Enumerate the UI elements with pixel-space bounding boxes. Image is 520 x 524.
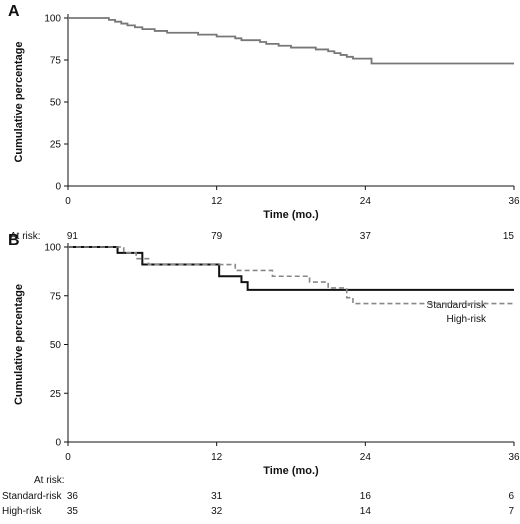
at-risk-count: 7 <box>508 506 514 517</box>
panel-label: B <box>8 232 20 249</box>
at-risk-header: At risk: <box>10 231 41 242</box>
at-risk-count: 36 <box>67 491 79 502</box>
at-risk-count: 15 <box>503 231 515 242</box>
y-tick-label: 75 <box>50 291 62 302</box>
y-tick-label: 100 <box>44 243 61 254</box>
at-risk-count: 31 <box>211 491 223 502</box>
series-label: Standard-risk <box>427 300 487 311</box>
x-tick-label: 36 <box>508 452 520 463</box>
at-risk-count: 6 <box>508 491 514 502</box>
x-tick-label: 24 <box>360 196 372 207</box>
y-tick-label: 50 <box>50 98 62 109</box>
y-axis-label: Cumulative percentage <box>13 284 25 405</box>
at-risk-count: 37 <box>360 231 372 242</box>
at-risk-count: 32 <box>211 506 223 517</box>
at-risk-row-label: Standard-risk <box>2 491 62 502</box>
survival-curve <box>68 17 514 65</box>
survival-curve-high-risk <box>68 246 514 305</box>
at-risk-count: 91 <box>67 231 79 242</box>
at-risk-count: 16 <box>360 491 372 502</box>
y-axis-label: Cumulative percentage <box>13 41 25 162</box>
y-tick-label: 25 <box>50 389 62 400</box>
x-tick-label: 0 <box>65 452 71 463</box>
x-axis-label: Time (mo.) <box>263 465 319 477</box>
x-tick-label: 36 <box>508 196 520 207</box>
y-tick-label: 0 <box>55 182 61 193</box>
x-tick-label: 24 <box>360 452 372 463</box>
y-tick-label: 100 <box>44 14 61 25</box>
series-label: High-risk <box>447 314 487 325</box>
at-risk-count: 14 <box>360 506 372 517</box>
at-risk-count: 79 <box>211 231 223 242</box>
at-risk-header: At risk: <box>34 475 65 486</box>
at-risk-row-label: High-risk <box>2 506 42 517</box>
y-tick-label: 25 <box>50 140 62 151</box>
x-tick-label: 12 <box>211 452 223 463</box>
at-risk-count: 35 <box>67 506 79 517</box>
y-tick-label: 0 <box>55 438 61 449</box>
y-tick-label: 75 <box>50 56 62 67</box>
panel-A: A 0 25 50 75 100 0 12 24 36 Time (mo.) Cumulative p… <box>8 3 520 242</box>
panel-B: B 0 25 50 75 100 0 12 24 36 Time (mo.) Cumulative p… <box>2 232 520 517</box>
y-tick-label: 50 <box>50 340 62 351</box>
x-tick-label: 12 <box>211 196 223 207</box>
panel-label: A <box>8 3 20 20</box>
x-tick-label: 0 <box>65 196 71 207</box>
x-axis-label: Time (mo.) <box>263 209 319 221</box>
